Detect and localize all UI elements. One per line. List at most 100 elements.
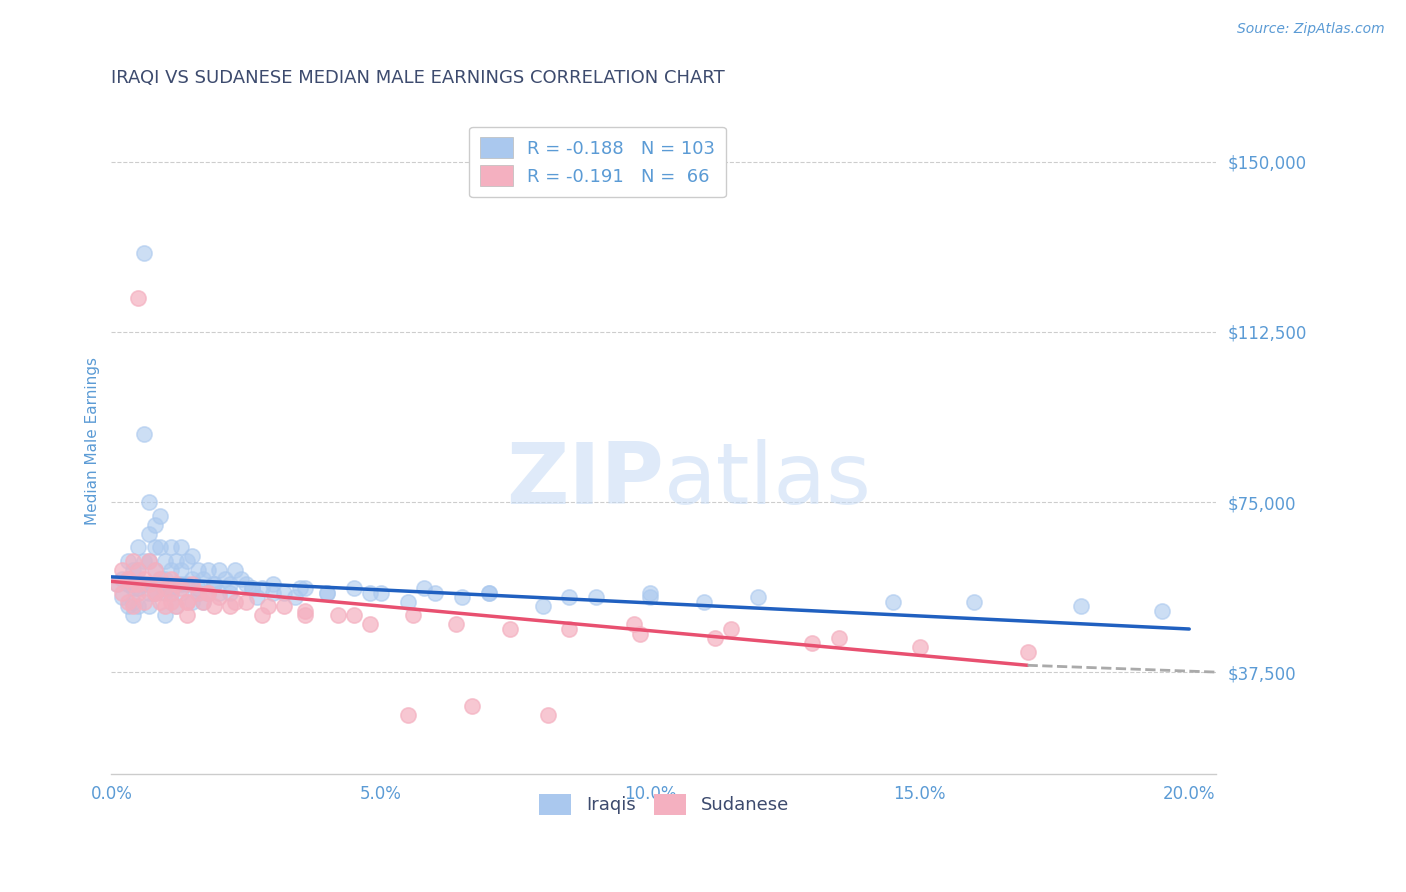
Point [122, 608, 145, 623]
Point [273, 599, 295, 614]
Point [235, 595, 257, 609]
Point [117, 595, 139, 609]
Point [105, 576, 128, 591]
Point [423, 586, 446, 600]
Point [801, 635, 824, 649]
Point [165, 576, 187, 591]
Point [446, 617, 468, 632]
Point [187, 581, 209, 595]
Point [499, 622, 522, 636]
Point [219, 599, 242, 614]
Point [720, 622, 742, 636]
Point [240, 581, 263, 595]
Point [181, 576, 204, 591]
Point [252, 581, 274, 595]
Point [202, 599, 225, 614]
Point [224, 595, 246, 609]
Point [288, 581, 311, 595]
Point [202, 576, 225, 591]
Point [132, 576, 155, 591]
Text: IRAQI VS SUDANESE MEDIAN MALE EARNINGS CORRELATION CHART: IRAQI VS SUDANESE MEDIAN MALE EARNINGS C… [111, 69, 725, 87]
Legend: Iraqis, Sudanese: Iraqis, Sudanese [531, 787, 796, 822]
Point [165, 576, 187, 591]
Text: ZIP: ZIP [506, 440, 664, 523]
Point [127, 576, 149, 591]
Point [138, 586, 160, 600]
Point [623, 617, 645, 632]
Point [143, 563, 166, 577]
Point [117, 599, 139, 614]
Point [747, 591, 769, 605]
Y-axis label: Median Male Earnings: Median Male Earnings [86, 357, 100, 524]
Point [197, 563, 219, 577]
Point [111, 563, 134, 577]
Point [127, 581, 149, 595]
Point [208, 591, 231, 605]
Point [143, 586, 166, 600]
Point [143, 586, 166, 600]
Point [197, 586, 219, 600]
Point [138, 576, 160, 591]
Point [149, 572, 172, 586]
Point [478, 586, 501, 600]
Point [159, 541, 181, 555]
Point [396, 708, 419, 723]
Point [176, 595, 198, 609]
Point [402, 608, 425, 623]
Point [316, 586, 339, 600]
Point [181, 572, 204, 586]
Point [316, 586, 339, 600]
Point [122, 581, 145, 595]
Point [176, 595, 198, 609]
Point [585, 591, 607, 605]
Point [176, 576, 198, 591]
Point [127, 581, 149, 595]
Point [1017, 645, 1039, 659]
Point [105, 576, 128, 591]
Point [132, 572, 155, 586]
Point [197, 586, 219, 600]
Point [159, 586, 181, 600]
Point [132, 427, 155, 442]
Point [252, 608, 274, 623]
Point [176, 608, 198, 623]
Point [284, 591, 307, 605]
Point [828, 631, 851, 645]
Point [127, 599, 149, 614]
Point [537, 708, 560, 723]
Point [187, 586, 209, 600]
Point [343, 608, 366, 623]
Point [143, 563, 166, 577]
Point [908, 640, 931, 655]
Point [246, 591, 269, 605]
Point [165, 599, 187, 614]
Point [273, 586, 295, 600]
Point [187, 563, 209, 577]
Point [149, 508, 172, 523]
Point [127, 563, 149, 577]
Point [294, 608, 316, 623]
Point [138, 526, 160, 541]
Point [219, 576, 242, 591]
Point [159, 586, 181, 600]
Point [122, 595, 145, 609]
Point [159, 563, 181, 577]
Point [149, 576, 172, 591]
Point [170, 541, 193, 555]
Point [478, 586, 501, 600]
Point [294, 604, 316, 618]
Point [170, 586, 193, 600]
Point [558, 591, 581, 605]
Point [165, 599, 187, 614]
Point [176, 554, 198, 568]
Point [143, 517, 166, 532]
Point [138, 599, 160, 614]
Point [159, 595, 181, 609]
Point [191, 595, 214, 609]
Point [181, 549, 204, 564]
Point [413, 581, 436, 595]
Point [1070, 599, 1092, 614]
Point [962, 595, 984, 609]
Point [138, 554, 160, 568]
Point [343, 581, 366, 595]
